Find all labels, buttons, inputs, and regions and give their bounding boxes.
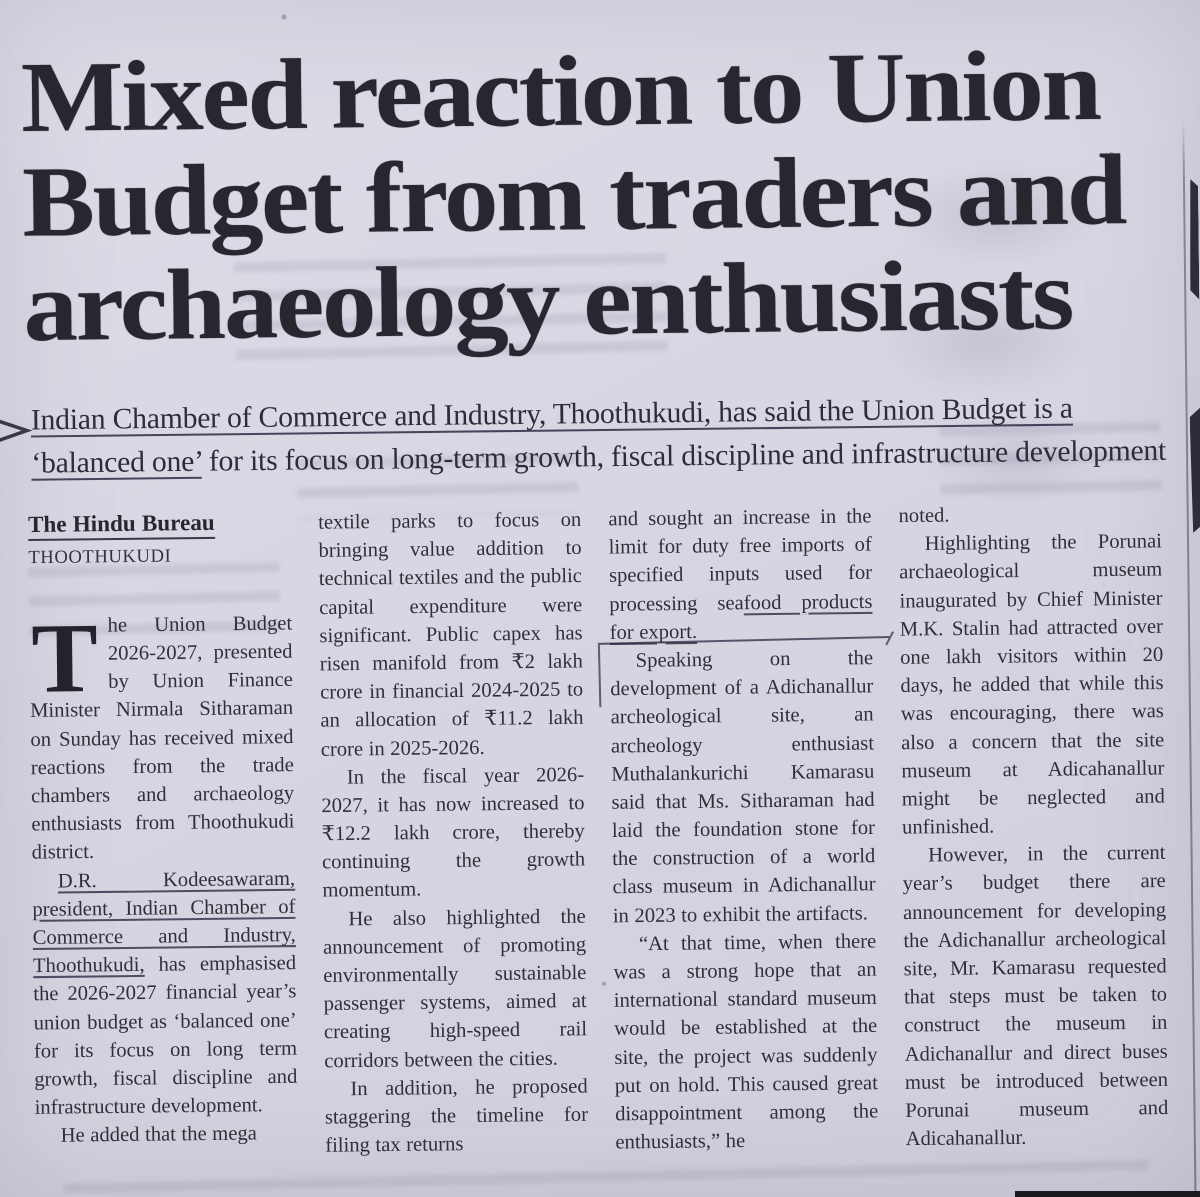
column-3: and sought an increase in the limit for … (608, 502, 879, 1197)
column-4: noted. Highlighting the Porunai archaeol… (898, 499, 1169, 1196)
paragraph: and sought an increase in the limit for … (608, 505, 873, 644)
adjacent-article-fragment (1189, 179, 1199, 300)
bottom-crop-edge (1015, 1191, 1200, 1197)
dateline: THOOTHUKUDI (28, 546, 172, 569)
headline-line-3: archaeology enthusiasts (22, 238, 1073, 363)
right-arrow-icon (0, 414, 33, 448)
paragraph: Highlighting the Porunai archaeological … (899, 530, 1165, 839)
paragraph: textile parks to focus on bringing value… (318, 508, 584, 761)
headline-line-1: Mixed reaction to Union (20, 29, 1101, 154)
paragraph: In the fiscal year 2026-2027, it has now… (321, 763, 586, 902)
paragraph: D.R. Kodeesawaram, president, Indian Cha… (32, 867, 298, 1119)
paragraph: He also highlighted the announcement of … (322, 905, 588, 1072)
adjacent-article-fragment (1190, 407, 1200, 533)
byline: The Hindu Bureau (27, 509, 215, 542)
drop-cap: T (30, 603, 99, 714)
standfirst: Indian Chamber of Commerce and Industry,… (0, 386, 1188, 486)
paragraph: In addition, he proposed staggering the … (324, 1075, 589, 1157)
paragraph: He added that the mega (60, 1122, 257, 1147)
paragraph: noted. (898, 504, 950, 528)
paragraph: However, in the current year’s budget th… (902, 841, 1169, 1151)
headline: Mixed reaction to Union Budget from trad… (21, 29, 1185, 362)
paragraph: “At that time, when there was a strong h… (613, 930, 879, 1154)
headline-line-2: Budget from traders and (21, 133, 1126, 258)
byline-block: The Hindu Bureau THOOTHUKUDI (27, 509, 292, 572)
paragraph-with-pen-mark: Speaking on the development of a Adichan… (610, 644, 876, 930)
column-2: textile parks to focus on bringing value… (318, 506, 589, 1197)
